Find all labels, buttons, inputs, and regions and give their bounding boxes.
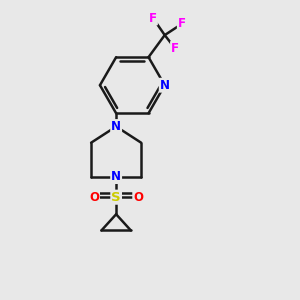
Text: S: S bbox=[111, 191, 121, 204]
Text: O: O bbox=[133, 191, 143, 204]
Text: F: F bbox=[171, 42, 179, 55]
Text: O: O bbox=[89, 191, 99, 204]
Text: N: N bbox=[111, 170, 121, 183]
Text: N: N bbox=[111, 120, 121, 133]
Text: F: F bbox=[178, 17, 186, 30]
Text: N: N bbox=[160, 79, 170, 92]
Text: F: F bbox=[149, 11, 157, 25]
